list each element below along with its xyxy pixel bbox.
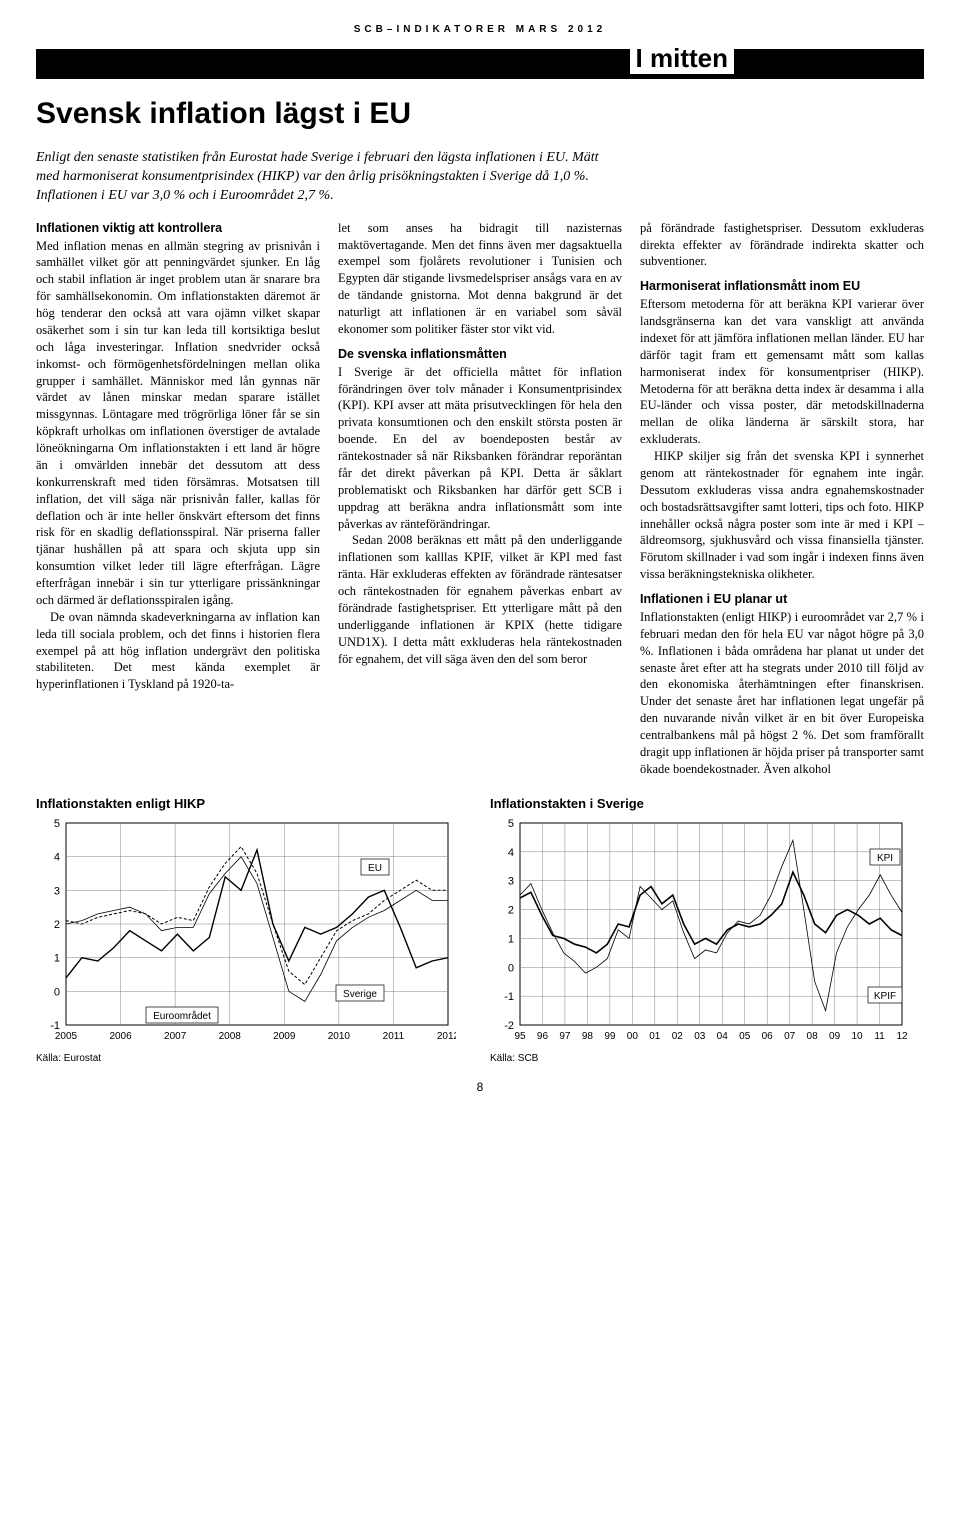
body-text: på förändrade fastighetspriser. Dessutom… bbox=[640, 220, 924, 271]
svg-text:3: 3 bbox=[54, 885, 60, 897]
svg-text:2011: 2011 bbox=[383, 1031, 405, 1042]
chart-title: Inflationstakten i Sverige bbox=[490, 796, 924, 811]
svg-text:95: 95 bbox=[514, 1031, 526, 1042]
svg-text:00: 00 bbox=[627, 1031, 639, 1042]
body-text: HIKP skiljer sig från det svenska KPI i … bbox=[640, 448, 924, 583]
svg-text:01: 01 bbox=[649, 1031, 661, 1042]
body-text: Sedan 2008 beräknas ett mått på den unde… bbox=[338, 532, 622, 667]
subhead: Inflationen viktig att kontrollera bbox=[36, 220, 320, 237]
svg-text:1: 1 bbox=[54, 952, 60, 964]
body-columns: Inflationen viktig att kontrollera Med i… bbox=[36, 220, 924, 778]
section-label: I mitten bbox=[630, 43, 734, 74]
column-3: på förändrade fastighetspriser. Dessutom… bbox=[640, 220, 924, 778]
svg-text:4: 4 bbox=[54, 851, 60, 863]
intro-paragraph: Enligt den senaste statistiken från Euro… bbox=[36, 149, 606, 206]
svg-text:02: 02 bbox=[672, 1031, 684, 1042]
svg-text:KPIF: KPIF bbox=[874, 991, 896, 1002]
svg-text:08: 08 bbox=[807, 1031, 819, 1042]
title-bar: I mitten bbox=[36, 49, 924, 79]
page-number: 8 bbox=[36, 1080, 924, 1094]
svg-text:2: 2 bbox=[508, 904, 514, 916]
svg-text:12: 12 bbox=[896, 1031, 908, 1042]
column-1: Inflationen viktig att kontrollera Med i… bbox=[36, 220, 320, 778]
svg-text:2: 2 bbox=[54, 919, 60, 931]
svg-text:09: 09 bbox=[829, 1031, 841, 1042]
svg-text:4: 4 bbox=[508, 847, 514, 859]
subhead: Harmoniserat inflationsmått inom EU bbox=[640, 278, 924, 295]
svg-text:Euroområdet: Euroområdet bbox=[153, 1010, 211, 1022]
body-text: Eftersom metoderna för att beräkna KPI v… bbox=[640, 296, 924, 448]
chart-hikp: Inflationstakten enligt HIKP -1012345200… bbox=[36, 796, 470, 1064]
subhead: De svenska inflationsmåtten bbox=[338, 346, 622, 363]
svg-text:2005: 2005 bbox=[55, 1031, 78, 1042]
svg-text:04: 04 bbox=[717, 1031, 729, 1042]
svg-text:98: 98 bbox=[582, 1031, 594, 1042]
body-text: let som anses ha bidragit till nazistern… bbox=[338, 220, 622, 338]
column-2: let som anses ha bidragit till nazistern… bbox=[338, 220, 622, 778]
svg-text:03: 03 bbox=[694, 1031, 706, 1042]
svg-text:2010: 2010 bbox=[328, 1031, 351, 1042]
chart-source: Källa: Eurostat bbox=[36, 1053, 470, 1064]
chart-hikp-svg: -101234520052006200720082009201020112012… bbox=[36, 817, 456, 1047]
svg-text:Sverige: Sverige bbox=[343, 989, 377, 1000]
svg-text:99: 99 bbox=[604, 1031, 616, 1042]
svg-text:10: 10 bbox=[851, 1031, 863, 1042]
body-text: Med inflation menas en allmän stegring a… bbox=[36, 238, 320, 609]
svg-text:1: 1 bbox=[508, 933, 514, 945]
svg-text:5: 5 bbox=[508, 818, 514, 830]
svg-text:5: 5 bbox=[54, 818, 60, 830]
svg-text:KPI: KPI bbox=[877, 853, 893, 864]
svg-text:0: 0 bbox=[508, 962, 514, 974]
body-text: I Sverige är det officiella måttet för i… bbox=[338, 364, 622, 533]
chart-title: Inflationstakten enligt HIKP bbox=[36, 796, 470, 811]
svg-text:05: 05 bbox=[739, 1031, 751, 1042]
subhead: Inflationen i EU planar ut bbox=[640, 591, 924, 608]
chart-sverige-svg: -2-1012345959697989900010203040506070809… bbox=[490, 817, 910, 1047]
svg-text:-1: -1 bbox=[504, 991, 514, 1003]
svg-text:2012: 2012 bbox=[437, 1031, 456, 1042]
body-text: De ovan nämnda skadeverkningarna av infl… bbox=[36, 609, 320, 693]
charts-row: Inflationstakten enligt HIKP -1012345200… bbox=[36, 796, 924, 1064]
svg-text:EU: EU bbox=[368, 863, 382, 874]
svg-text:11: 11 bbox=[874, 1031, 885, 1042]
article-title: Svensk inflation lägst i EU bbox=[36, 97, 924, 131]
page-header: SCB–INDIKATORER MARS 2012 bbox=[36, 24, 924, 35]
svg-text:96: 96 bbox=[537, 1031, 549, 1042]
svg-text:2007: 2007 bbox=[164, 1031, 187, 1042]
body-text: Inflationstakten (enligt HIKP) i euroomr… bbox=[640, 609, 924, 778]
svg-text:2006: 2006 bbox=[109, 1031, 132, 1042]
chart-source: Källa: SCB bbox=[490, 1053, 924, 1064]
svg-text:-2: -2 bbox=[504, 1020, 514, 1032]
chart-sverige: Inflationstakten i Sverige -2-1012345959… bbox=[490, 796, 924, 1064]
svg-text:07: 07 bbox=[784, 1031, 796, 1042]
svg-text:2009: 2009 bbox=[273, 1031, 296, 1042]
svg-text:3: 3 bbox=[508, 875, 514, 887]
svg-text:2008: 2008 bbox=[219, 1031, 242, 1042]
svg-text:06: 06 bbox=[762, 1031, 774, 1042]
svg-text:97: 97 bbox=[559, 1031, 571, 1042]
svg-text:0: 0 bbox=[54, 986, 60, 998]
